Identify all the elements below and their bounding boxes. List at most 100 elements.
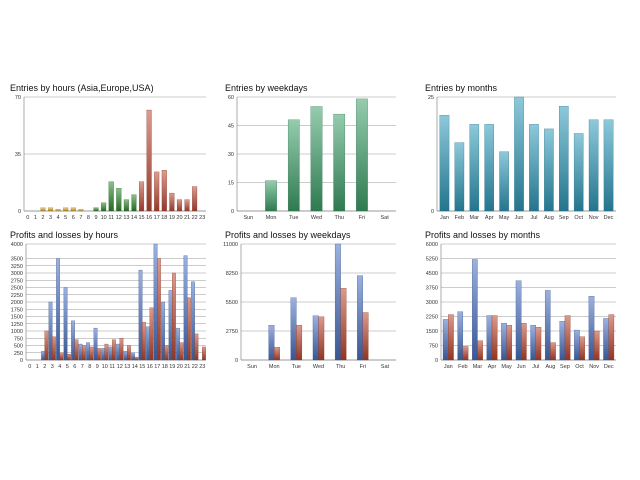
chart-title: Profits and losses by months bbox=[425, 230, 541, 240]
x-tick-label: 21 bbox=[184, 215, 190, 221]
entries-bar bbox=[192, 186, 198, 212]
x-tick-label: Mar bbox=[473, 364, 483, 370]
entries-bar bbox=[310, 106, 323, 212]
entries-bar bbox=[439, 115, 450, 212]
x-tick-label: Feb bbox=[455, 215, 464, 221]
x-tick-label: 12 bbox=[117, 364, 123, 370]
loss-bar bbox=[52, 336, 56, 361]
entries-bar bbox=[131, 194, 137, 212]
loss-bar bbox=[318, 316, 325, 361]
profit-bar bbox=[176, 327, 180, 361]
entries-bar bbox=[287, 119, 300, 212]
x-tick-label: 19 bbox=[169, 215, 175, 221]
x-tick-label: Thu bbox=[334, 215, 343, 221]
y-tick-label: 15 bbox=[228, 181, 234, 187]
x-tick-label: Sun bbox=[247, 364, 257, 370]
entries-bar bbox=[101, 202, 107, 212]
x-tick-label: Nov bbox=[589, 215, 599, 221]
x-tick-label: 22 bbox=[192, 364, 198, 370]
profit-bar bbox=[123, 351, 128, 361]
x-tick-label: Jun bbox=[515, 215, 524, 221]
x-tick-label: Apr bbox=[485, 215, 494, 221]
y-tick-label: 45 bbox=[228, 124, 234, 130]
profit-bar bbox=[334, 243, 341, 361]
chart-title: Profits and losses by weekdays bbox=[225, 230, 351, 240]
x-tick-label: Sep bbox=[559, 215, 569, 221]
profit-bar bbox=[78, 343, 83, 361]
loss-bar bbox=[157, 258, 161, 361]
x-tick-label: Jul bbox=[532, 364, 539, 370]
entries-bar bbox=[139, 181, 145, 212]
entries-bar bbox=[123, 199, 129, 212]
x-tick-label: Mon bbox=[266, 215, 277, 221]
x-tick-label: 20 bbox=[176, 215, 182, 221]
loss-bar bbox=[89, 346, 94, 361]
x-tick-label: Jul bbox=[530, 215, 537, 221]
x-tick-label: 19 bbox=[169, 364, 175, 370]
y-tick-label: 0 bbox=[435, 358, 438, 364]
x-tick-label: Wed bbox=[311, 215, 322, 221]
x-tick-label: Wed bbox=[313, 364, 324, 370]
profit-bar bbox=[457, 311, 464, 361]
x-tick-label: Dec bbox=[604, 364, 614, 370]
x-tick-label: 3 bbox=[49, 215, 52, 221]
x-tick-label: May bbox=[499, 215, 510, 221]
entries-bar bbox=[559, 105, 569, 212]
entries-by-weekdays-panel: Entries by weekdays 0 15 30 45 60 Sun Mon Tue We… bbox=[225, 83, 400, 223]
entries-bar bbox=[176, 199, 182, 212]
loss-bar bbox=[202, 346, 206, 361]
profit-bar bbox=[472, 259, 478, 361]
y-tick-label: 25 bbox=[428, 95, 434, 101]
loss-bar bbox=[448, 314, 454, 361]
y-tick-label: 6000 bbox=[426, 242, 438, 248]
y-tick-label: 3750 bbox=[426, 286, 438, 292]
x-tick-label: 6 bbox=[73, 364, 76, 370]
profit-bar bbox=[63, 287, 68, 361]
x-tick-label: Mon bbox=[269, 364, 280, 370]
x-tick-label: Dec bbox=[604, 215, 614, 221]
loss-bar bbox=[112, 339, 116, 361]
y-tick-label: 2750 bbox=[11, 278, 23, 284]
profit-bar bbox=[48, 301, 53, 361]
x-tick-label: 13 bbox=[123, 215, 129, 221]
profit-bar bbox=[41, 351, 45, 361]
x-tick-label: 4 bbox=[57, 215, 60, 221]
x-tick-label: 7 bbox=[79, 215, 82, 221]
profit-bar bbox=[290, 297, 297, 361]
entries-bar bbox=[484, 124, 494, 212]
x-tick-label: Mar bbox=[470, 215, 480, 221]
y-tick-label: 750 bbox=[14, 336, 23, 342]
profit-bar bbox=[161, 301, 165, 361]
loss-bar bbox=[274, 347, 280, 361]
x-tick-label: 23 bbox=[199, 364, 205, 370]
y-tick-label: 1000 bbox=[11, 329, 23, 335]
entries-by-months-panel: Entries by months 0 25 Jan Feb Mar Apr May Jun J… bbox=[425, 83, 620, 223]
x-tick-label: 11 bbox=[108, 215, 114, 221]
y-tick-label: 0 bbox=[235, 358, 238, 364]
y-tick-label: 11000 bbox=[223, 242, 238, 248]
y-tick-label: 70 bbox=[15, 95, 21, 101]
x-tick-label: 5 bbox=[66, 364, 69, 370]
loss-bar bbox=[67, 354, 71, 361]
entries-by-weekdays-chart: 0 15 30 45 60 Sun Mon Tue Wed Thu Fri Sat bbox=[228, 95, 396, 221]
x-tick-label: 23 bbox=[199, 215, 205, 221]
loss-bar bbox=[491, 315, 498, 361]
profit-bar bbox=[153, 243, 158, 361]
profit-bar bbox=[603, 318, 609, 361]
profit-bar bbox=[268, 325, 275, 361]
x-tick-label: 16 bbox=[147, 364, 153, 370]
loss-bar bbox=[362, 312, 369, 361]
x-tick-label: Oct bbox=[574, 215, 583, 221]
x-tick-label: 7 bbox=[81, 364, 84, 370]
entries-bar bbox=[184, 199, 190, 212]
y-tick-label: 2000 bbox=[11, 300, 23, 306]
entries-bar bbox=[169, 192, 175, 212]
entries-by-months-chart: 0 25 Jan Feb Mar Apr May Jun Jul Aug Sep Oct Nov Dec bbox=[428, 95, 616, 221]
loss-bar bbox=[82, 345, 86, 361]
entries-by-hours-panel: Entries by hours (Asia,Europe,USA) 0 35 70… bbox=[10, 83, 210, 223]
entries-bar bbox=[48, 207, 54, 212]
entries-bar bbox=[63, 207, 69, 212]
y-tick-label: 35 bbox=[15, 152, 21, 158]
loss-bar bbox=[119, 338, 124, 361]
x-tick-label: Fri bbox=[359, 215, 365, 221]
